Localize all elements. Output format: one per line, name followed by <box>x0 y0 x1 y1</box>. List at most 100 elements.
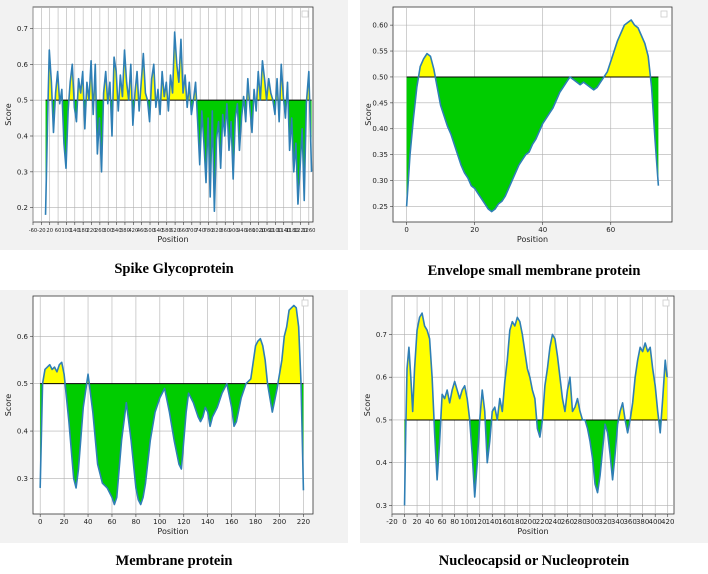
spike-x-tick-label: 780 <box>204 228 214 234</box>
membrane-x-tick-label: 140 <box>201 518 214 526</box>
nucleo-x-tick-label: 120 <box>473 518 486 526</box>
caption-envelope: Envelope small membrane protein <box>427 263 641 279</box>
nucleo-x-tick-label: 180 <box>511 518 524 526</box>
spike-x-tick-label: 460 <box>137 228 147 234</box>
membrane-y-tick-label: 0.3 <box>17 475 28 483</box>
chart-spike: -60 -20 20 60 100140180220260300340380420460… <box>4 6 315 244</box>
membrane-x-tick-label: 120 <box>177 518 190 526</box>
spike-x-axis-label: Position <box>157 235 188 244</box>
spike-x-tick-label: 1060 <box>260 228 273 234</box>
envelope-y-tick-label: 0.55 <box>372 48 388 56</box>
nucleo-series-line <box>403 312 668 506</box>
nucleo-x-tick-label: 260 <box>561 518 574 526</box>
membrane-x-axis-label: Position <box>157 527 188 536</box>
spike-y-tick-label: 0.3 <box>17 168 28 176</box>
nucleo-x-tick-label: 20 <box>413 518 422 526</box>
spike-y-tick-label: 0.7 <box>17 25 28 33</box>
spike-x-tick-label: 1100 <box>269 228 282 234</box>
chart-panel-nucleo: -20 0 20 40 60 80 100 120 140 160 180 200 220 240 260 2… <box>360 290 708 543</box>
envelope-y-tick-label: 0.45 <box>372 99 388 107</box>
envelope-area-above <box>406 19 659 77</box>
spike-x-tick-label: 860 <box>220 228 230 234</box>
envelope-y-tick-label: 0.25 <box>372 203 388 211</box>
nucleo-x-tick-label: 340 <box>611 518 624 526</box>
spike-x-tick-label: 220 <box>87 228 97 234</box>
spike-y-tick-label: 0.6 <box>17 61 29 69</box>
envelope-y-tick-label: 0.50 <box>372 73 388 81</box>
nucleo-x-axis-label: Position <box>517 527 548 536</box>
membrane-x-tick-label: 160 <box>225 518 238 526</box>
spike-series-line <box>44 31 313 215</box>
envelope-y-tick-label: 0.35 <box>372 151 388 159</box>
envelope-y-tick-label: 0.40 <box>372 125 388 133</box>
spike-x-tick-label: 140 <box>70 228 80 234</box>
nucleo-y-tick-label: 0.7 <box>376 331 387 339</box>
spike-y-tick-label: 0.2 <box>17 204 28 212</box>
nucleo-area-below <box>404 419 668 506</box>
spike-x-tick-label: -20 <box>37 228 45 234</box>
membrane-x-tick-label: 40 <box>84 518 93 526</box>
membrane-x-tick-label: 20 <box>60 518 69 526</box>
chart-membrane: 0 20 40 60 80 100 120 140 160 180 200 220 0.3 0.4 0.5 0… <box>4 295 314 536</box>
spike-x-tick-label: 1020 <box>252 228 265 234</box>
membrane-x-tick-label: 60 <box>108 518 117 526</box>
spike-x-tick-label: 1260 <box>302 228 315 234</box>
spike-x-tick-label: 1140 <box>277 228 290 234</box>
membrane-x-tick-label: 180 <box>249 518 262 526</box>
chart-envelope: 0 20 40 60 0.25 0.30 0.35 0.40 0.45 0.50 0.55 0.60 P… <box>364 6 673 244</box>
nucleo-x-tick-label: -20 <box>386 518 397 526</box>
spike-x-tick-label: 260 <box>95 228 105 234</box>
membrane-x-tick-label: 100 <box>153 518 166 526</box>
envelope-y-axis-label: Score <box>364 103 373 125</box>
nucleo-x-tick-label: 100 <box>461 518 474 526</box>
spike-legend-box <box>301 10 309 18</box>
nucleo-x-tick-label: 200 <box>523 518 536 526</box>
membrane-legend-box <box>301 299 309 307</box>
nucleo-y-tick-label: 0.6 <box>376 374 388 382</box>
spike-x-tick-label: 500 <box>145 228 155 234</box>
nucleo-x-tick-label: 60 <box>438 518 447 526</box>
nucleo-x-tick-label: 300 <box>586 518 599 526</box>
spike-x-tick-label: 300 <box>103 228 113 234</box>
spike-x-tick-label: -60 <box>29 228 37 234</box>
spike-area-above <box>45 32 312 101</box>
spike-x-tick-label: 60 <box>55 228 62 234</box>
spike-plot-area <box>32 6 314 223</box>
nucleo-x-tick-label: 0 <box>402 518 406 526</box>
caption-membrane: Membrane protein <box>115 553 233 569</box>
envelope-series-line <box>405 19 660 213</box>
spike-y-tick-label: 0.5 <box>17 97 28 105</box>
chart-panel-spike: -60 -20 20 60 100 140 180 220 260 300 340 380 420 460… <box>0 0 348 250</box>
membrane-y-tick-label: 0.6 <box>17 333 29 341</box>
membrane-y-axis-label: Score <box>4 394 13 416</box>
spike-x-tick-label: 700 <box>187 228 197 234</box>
spike-x-tick-label: 420 <box>128 228 138 234</box>
spike-x-tick-label: 820 <box>212 228 222 234</box>
spike-x-tick-label: 340 <box>112 228 122 234</box>
envelope-x-tick-label: 60 <box>606 226 615 234</box>
spike-x-tick-label: 580 <box>162 228 172 234</box>
caption-spike: Spike Glycoprotein <box>114 261 234 277</box>
spike-x-tick-label: 940 <box>237 228 247 234</box>
nucleo-x-tick-label: 140 <box>486 518 499 526</box>
nucleo-x-tick-label: 160 <box>498 518 511 526</box>
nucleo-y-tick-label: 0.5 <box>376 416 387 424</box>
spike-x-tick-label: 20 <box>46 228 53 234</box>
chart-nucleo: -20 0 20 40 60 80 100 120 140 160 180 200 220 240 260 2… <box>363 295 674 536</box>
nucleo-x-tick-label: 280 <box>573 518 586 526</box>
spike-x-tick-label: 540 <box>153 228 163 234</box>
nucleo-x-tick-label: 400 <box>649 518 662 526</box>
nucleo-x-tick-label: 380 <box>636 518 649 526</box>
membrane-x-tick-label: 80 <box>131 518 140 526</box>
nucleo-area-above <box>404 313 668 420</box>
membrane-x-tick-label: 0 <box>38 518 42 526</box>
membrane-series-line <box>39 304 305 506</box>
envelope-x-tick-label: 40 <box>538 226 547 234</box>
membrane-y-tick-label: 0.4 <box>17 428 29 436</box>
spike-x-tick-label: 380 <box>120 228 130 234</box>
envelope-legend-box <box>660 10 668 18</box>
spike-x-tick-label: 1220 <box>294 228 307 234</box>
nucleo-x-tick-label: 80 <box>450 518 459 526</box>
chart-panel-membrane: 0 20 40 60 80 100 120 140 160 180 200 220 0.3 0.4 0.5 0… <box>0 290 348 543</box>
nucleo-y-tick-label: 0.4 <box>376 459 388 467</box>
